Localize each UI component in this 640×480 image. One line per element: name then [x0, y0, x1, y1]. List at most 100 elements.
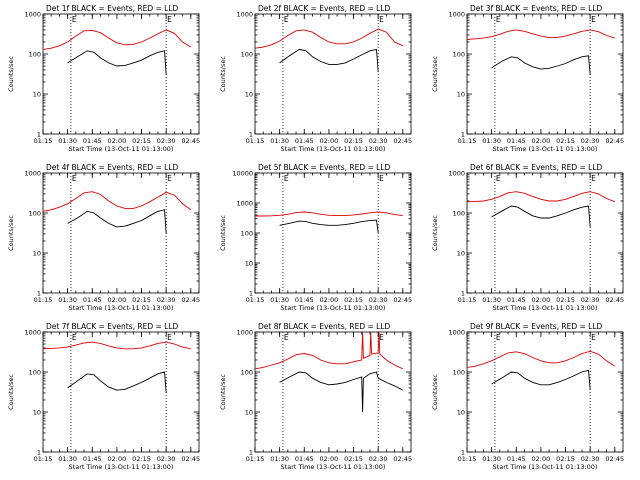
y-axis-label: Counts/sec [7, 215, 15, 251]
marker-annotation: E [591, 174, 596, 183]
y-tick-label: 1000 [24, 170, 41, 178]
y-tick-label: 100 [29, 51, 41, 59]
x-tick-label: 01:15 [246, 137, 265, 145]
y-tick-label: 1 [249, 449, 253, 457]
y-tick-label: 1000 [448, 170, 465, 178]
y-tick-label: 10000 [232, 170, 253, 178]
x-tick-label: 01:15 [458, 137, 477, 145]
events-line [279, 371, 404, 413]
x-tick-label: 02:30 [581, 296, 600, 304]
x-tick-label: 02:45 [181, 455, 200, 463]
y-tick-label: 100 [241, 51, 253, 59]
panel-title: Det 7f BLACK = Events, RED = LLD [46, 322, 179, 331]
lld-line [466, 29, 615, 40]
x-tick-label: 02:30 [369, 455, 388, 463]
panel-3: Det 3f BLACK = Events, RED = LLD 1 10 100 10… [431, 4, 624, 153]
y-tick-label: 100 [29, 210, 41, 218]
x-axis-label: Start Time (13-Oct-11 01:13:00) [69, 145, 174, 153]
panel-8: Det 8f BLACK = Events, RED = LLD 1 10 100 10… [219, 322, 412, 471]
marker-annotation: E [167, 15, 172, 24]
lld-line [42, 29, 192, 50]
axes-frame [254, 172, 412, 294]
x-tick-label: 02:30 [157, 296, 176, 304]
panel-title: Det 1f BLACK = Events, RED = LLD [46, 4, 179, 13]
x-axis-label: Start Time (13-Oct-11 01:13:00) [69, 304, 174, 312]
x-tick-label: 02:45 [393, 137, 412, 145]
axes-frame [466, 13, 624, 135]
marker-annotation: E [379, 333, 384, 342]
lld-line [254, 331, 403, 370]
y-tick-label: 1 [37, 290, 41, 298]
events-line [491, 55, 591, 75]
panel-title: Det 2f BLACK = Events, RED = LLD [258, 4, 391, 13]
panel-9: Det 9f BLACK = Events, RED = LLD 1 10 100 10… [431, 322, 624, 471]
x-tick-label: 01:15 [34, 296, 53, 304]
x-tick-label: 01:45 [507, 455, 526, 463]
y-axis-label: Counts/sec [431, 56, 439, 92]
x-tick-label: 02:15 [556, 296, 575, 304]
marker-annotation: E [284, 333, 289, 342]
x-tick-label: 01:45 [295, 455, 314, 463]
x-tick-label: 02:15 [344, 137, 363, 145]
x-tick-label: 01:15 [34, 455, 53, 463]
y-tick-label: 100 [29, 369, 41, 377]
axes-frame [466, 331, 624, 453]
marker-annotation: E [167, 333, 172, 342]
events-line [491, 205, 591, 227]
y-tick-label: 10 [33, 91, 41, 99]
x-tick-label: 02:30 [157, 455, 176, 463]
lld-line [42, 341, 191, 350]
x-tick-label: 01:45 [83, 137, 102, 145]
x-tick-label: 01:45 [83, 296, 102, 304]
x-tick-label: 01:30 [270, 296, 289, 304]
x-tick-label: 02:45 [393, 455, 412, 463]
lld-line [255, 211, 403, 217]
x-tick-label: 01:15 [458, 455, 477, 463]
x-axis-label: Start Time (13-Oct-11 01:13:00) [69, 463, 174, 471]
axes-frame [254, 331, 412, 453]
marker-annotation: E [167, 174, 172, 183]
x-tick-label: 02:00 [532, 455, 551, 463]
x-tick-label: 02:30 [157, 137, 176, 145]
x-tick-label: 02:45 [605, 296, 624, 304]
x-tick-label: 02:30 [369, 296, 388, 304]
x-tick-label: 02:45 [605, 137, 624, 145]
y-tick-label: 1000 [236, 329, 253, 337]
x-axis-label: Start Time (13-Oct-11 01:13:00) [493, 145, 598, 153]
y-tick-label: 10 [457, 250, 465, 258]
panel-title: Det 6f BLACK = Events, RED = LLD [470, 163, 603, 172]
x-tick-label: 01:45 [507, 137, 526, 145]
axes-frame [42, 331, 200, 453]
x-axis-label: Start Time (13-Oct-11 01:13:00) [493, 463, 598, 471]
y-tick-label: 1 [461, 290, 465, 298]
events-line [279, 219, 379, 234]
y-tick-label: 100 [241, 369, 253, 377]
x-axis-label: Start Time (13-Oct-11 01:13:00) [281, 304, 386, 312]
x-tick-label: 02:00 [320, 137, 339, 145]
x-axis-label: Start Time (13-Oct-11 01:13:00) [281, 463, 386, 471]
panel-title: Det 9f BLACK = Events, RED = LLD [470, 322, 603, 331]
axes-frame [42, 172, 200, 294]
panel-title: Det 4f BLACK = Events, RED = LLD [46, 163, 179, 172]
x-tick-label: 01:15 [246, 296, 265, 304]
x-tick-label: 02:15 [132, 137, 151, 145]
panel-2: Det 2f BLACK = Events, RED = LLD 1 10 100 10… [219, 4, 412, 153]
lld-line [466, 350, 616, 368]
y-tick-label: 1 [249, 131, 253, 139]
marker-annotation: E [496, 174, 501, 183]
x-tick-label: 01:30 [482, 137, 501, 145]
x-tick-label: 02:00 [108, 455, 127, 463]
panel-title: Det 8f BLACK = Events, RED = LLD [258, 322, 391, 331]
x-tick-label: 01:30 [58, 455, 77, 463]
y-axis-label: Counts/sec [431, 374, 439, 410]
y-tick-label: 10 [33, 409, 41, 417]
x-tick-label: 02:00 [532, 137, 551, 145]
y-axis-label: Counts/sec [7, 56, 15, 92]
events-line [67, 50, 167, 75]
y-tick-label: 1 [461, 131, 465, 139]
x-tick-label: 02:00 [108, 137, 127, 145]
panel-6: Det 6f BLACK = Events, RED = LLD 1 10 100 10… [431, 163, 624, 312]
x-tick-label: 02:00 [320, 455, 339, 463]
y-tick-label: 1000 [236, 200, 253, 208]
